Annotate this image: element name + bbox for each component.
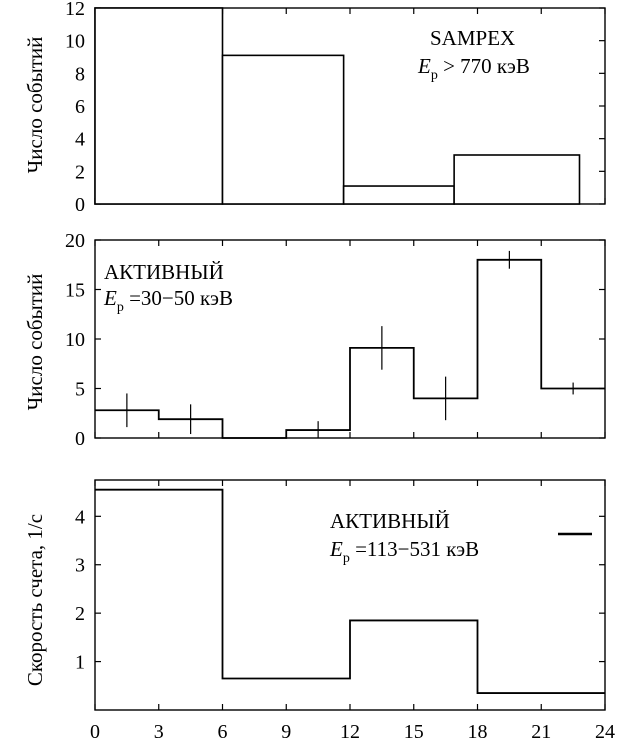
y-tick-label: 5: [75, 379, 85, 401]
y-tick-label: 10: [65, 31, 85, 53]
y-tick-label: 4: [75, 129, 85, 151]
legend-energy: Ep =30−50 кэВ: [103, 286, 233, 315]
histogram-bar: [453, 154, 581, 205]
y-tick-label: 20: [65, 230, 85, 252]
legend: АКТИВНЫЙ Ep =113−531 кэВ: [329, 509, 592, 566]
panel-sampex: Число событий 0 2 4 6 8 10 12 SAMPEX Ep > 770 …: [23, 0, 606, 216]
legend-energy: Ep =113−531 кэВ: [329, 537, 479, 566]
x-tick-label: 18: [468, 721, 488, 743]
y-axis-label: Число событий: [23, 274, 47, 411]
y-ticks: 1 2 3 4: [75, 506, 605, 674]
y-tick-label: 8: [75, 63, 85, 85]
legend-title: SAMPEX: [430, 26, 515, 50]
histogram-bar: [221, 54, 345, 205]
y-tick-label: 0: [75, 428, 85, 450]
y-tick-label: 10: [65, 329, 85, 351]
legend-title: АКТИВНЫЙ: [330, 509, 450, 533]
y-tick-label: 2: [75, 603, 85, 625]
y-tick-label: 6: [75, 96, 85, 118]
legend-energy: Ep > 770 кэВ: [417, 54, 530, 83]
x-tick-label: 9: [281, 721, 291, 743]
y-tick-label: 2: [75, 161, 85, 183]
x-tick-label: 21: [531, 721, 551, 743]
histogram-bar: [342, 185, 455, 205]
x-ticks: 0 3 6 9 12 15 18 21 24: [90, 480, 615, 743]
y-tick-label: 15: [65, 280, 85, 302]
x-tick-label: 24: [595, 721, 615, 743]
legend: АКТИВНЫЙ Ep =30−50 кэВ: [103, 260, 233, 315]
y-tick-label: 4: [75, 506, 85, 528]
histogram: [94, 7, 581, 205]
legend: SAMPEX Ep > 770 кэВ: [417, 26, 530, 83]
x-tick-label: 0: [90, 721, 100, 743]
x-tick-label: 12: [340, 721, 360, 743]
x-tick-label: 6: [218, 721, 228, 743]
x-tick-label: 3: [154, 721, 164, 743]
y-ticks: 0 5 10 15 20: [65, 230, 606, 450]
step-histogram: [95, 250, 605, 439]
y-axis-label: Число событий: [23, 37, 47, 174]
panel-active-30-50: Число событий 0 5 10 15 20 АКТИВНЫЙ Ep =30−5…: [23, 230, 606, 450]
y-axis-label: Скорость счета, 1/c: [23, 514, 47, 686]
legend-title: АКТИВНЫЙ: [104, 260, 224, 284]
y-tick-label: 3: [75, 555, 85, 577]
y-tick-label: 1: [75, 652, 85, 674]
y-tick-label: 12: [65, 0, 85, 20]
histogram-bar: [94, 7, 224, 205]
step-histogram: [95, 488, 605, 694]
x-tick-label: 15: [404, 721, 424, 743]
step-line: [95, 488, 605, 694]
y-tick-label: 0: [75, 194, 85, 216]
